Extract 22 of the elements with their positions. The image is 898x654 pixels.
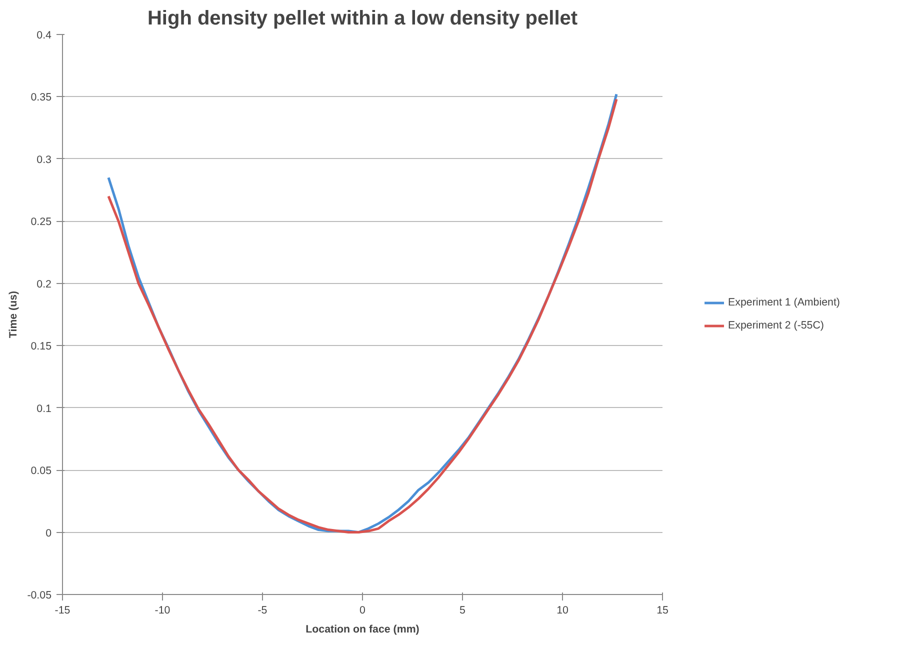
y-tick-label: 0.15 [30,340,52,353]
y-tick-label: 0.25 [30,216,52,228]
x-tick-label: -15 [54,604,70,616]
legend-label: Experiment 1 (Ambient) [728,296,840,308]
y-axis-title: Time (us) [8,290,20,338]
x-tick-label: 10 [556,604,568,616]
y-tick-label: -0.05 [27,590,52,602]
y-tick-label: 0.05 [30,465,52,478]
x-tick-label: 0 [360,604,366,616]
y-tick-label: 0.35 [30,92,52,104]
legend-label: Experiment 2 (-55C) [728,320,824,332]
y-tick-label: 0.2 [36,278,52,290]
x-tick-label: -5 [258,604,268,616]
x-tick-label: -10 [154,604,170,616]
y-tick-label: 0 [46,527,52,540]
chart-title: High density pellet within a low density pellet [147,8,578,30]
y-tick-label: 0.4 [36,30,52,42]
x-tick-label: 5 [460,604,466,616]
x-axis-title: Location on face (mm) [306,624,420,636]
y-tick-label: 0.1 [36,402,52,415]
y-tick-label: 0.3 [36,154,52,166]
x-tick-label: 15 [656,604,668,616]
